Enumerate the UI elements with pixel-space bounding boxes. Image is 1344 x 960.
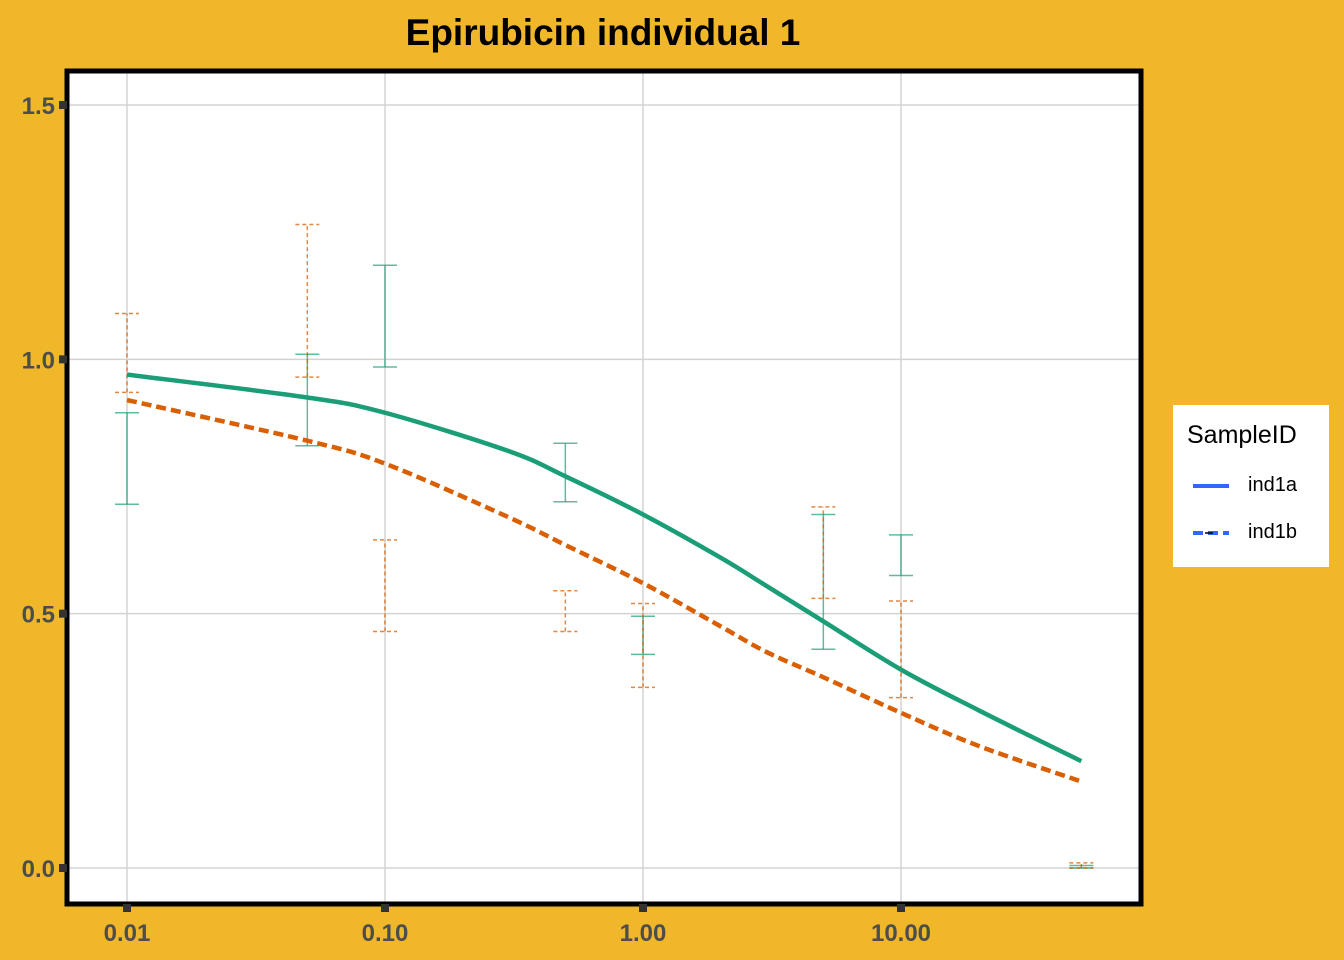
y-tick-label: 1.0 bbox=[22, 347, 55, 374]
legend-label-ind1a: ind1a bbox=[1248, 474, 1297, 496]
error-bar-ind1a bbox=[115, 411, 139, 506]
error-bar-ind1b bbox=[115, 312, 139, 394]
x-tick-label: 10.00 bbox=[871, 920, 931, 947]
legend-item-ind1b: ind1b bbox=[1191, 518, 1321, 548]
plot-border bbox=[64, 68, 1144, 907]
legend-title: SampleID bbox=[1187, 421, 1297, 449]
y-tick-label: 1.5 bbox=[22, 93, 55, 120]
error-bar-ind1a bbox=[373, 264, 397, 368]
fit-line-ind1b bbox=[126, 397, 1083, 784]
error-bar-ind1b bbox=[373, 539, 397, 633]
y-tick-label: 0.0 bbox=[22, 856, 55, 883]
x-tick-label: 0.10 bbox=[362, 920, 409, 947]
axes: 0.01 0.10 1.00 10.00 0.0 0.5 1.0 1.5 bbox=[22, 93, 931, 947]
fit-line-ind1a bbox=[126, 372, 1083, 764]
fit-lines bbox=[126, 372, 1083, 784]
error-bar-ind1b bbox=[553, 590, 578, 633]
error-bar-ind1b bbox=[1069, 862, 1094, 869]
legend-key-dashed bbox=[1193, 531, 1229, 535]
x-tick-label: 1.00 bbox=[620, 920, 667, 947]
error-bar-ind1a bbox=[553, 442, 578, 503]
error-bar-ind1b bbox=[631, 602, 655, 689]
legend-label-ind1b: ind1b bbox=[1248, 521, 1297, 543]
x-tick-label: 0.01 bbox=[104, 920, 151, 947]
error-bar-ind1b bbox=[889, 600, 913, 699]
error-bar-ind1b bbox=[811, 506, 836, 600]
error-bar-ind1a bbox=[889, 534, 913, 577]
grid-lines bbox=[67, 71, 1141, 904]
y-tick-label: 0.5 bbox=[22, 602, 55, 629]
plot-area bbox=[67, 71, 1141, 904]
error-bar-ind1b bbox=[295, 223, 320, 378]
legend: SampleID ind1a ind1b bbox=[1173, 405, 1329, 567]
chart-title: Epirubicin individual 1 bbox=[406, 12, 801, 53]
legend-item-ind1a: ind1a bbox=[1191, 471, 1321, 501]
legend-key-solid bbox=[1193, 484, 1229, 488]
error-bars bbox=[115, 223, 1094, 869]
